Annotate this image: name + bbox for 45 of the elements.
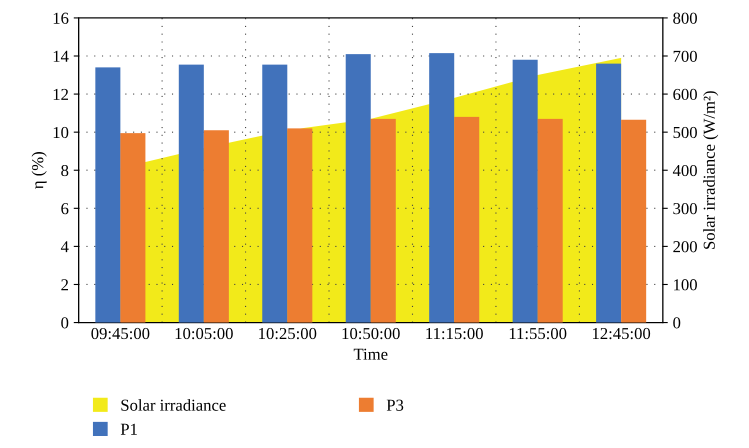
x-tick-label: 12:45:00 [592, 328, 650, 340]
y2-tick-label: 300 [673, 203, 697, 214]
bar [538, 118, 563, 323]
y2-tick-label: 800 [673, 12, 697, 24]
y-tick-label: 10 [54, 126, 68, 138]
legend-label: Solar irradiance [121, 399, 226, 411]
y-axis-title: η (%) [32, 152, 47, 189]
y-tick-label: 14 [54, 50, 69, 62]
x-tick-label: 10:25:00 [259, 328, 316, 340]
bar [262, 64, 288, 323]
y2-tick-label: 100 [674, 279, 697, 290]
x-tick-label: 11:15:00 [426, 328, 483, 340]
y2-tick-label: 400 [672, 164, 697, 176]
bar [287, 128, 312, 323]
y-tick-label: 12 [54, 88, 68, 100]
y2-tick-label: 0 [673, 317, 680, 329]
bar [120, 133, 146, 323]
y2-tick-label: 500 [674, 126, 697, 138]
y-tick-label: 2 [61, 279, 68, 290]
y-tick-label: 0 [61, 317, 68, 329]
legend-label: P1 [120, 424, 137, 435]
x-tick-label: 10:50:00 [342, 328, 400, 340]
x-tick-label: 11:55:00 [510, 328, 566, 340]
bar [429, 53, 454, 323]
y2-tick-label: 600 [673, 88, 697, 100]
bar [204, 130, 229, 323]
y-tick-label: 6 [61, 203, 68, 214]
x-tick-label: 10:05:00 [176, 328, 233, 340]
y2-axis-title: Solar irradiance (W/m²) [703, 91, 718, 249]
bar [621, 120, 646, 323]
bar [95, 67, 120, 323]
y2-tick-label: 700 [674, 50, 697, 62]
bar [454, 116, 480, 323]
y-tick-label: 16 [54, 12, 68, 24]
bar [512, 60, 538, 323]
y-tick-label: 4 [60, 241, 69, 252]
y2-tick-label: 200 [673, 241, 697, 252]
x-tick-label: 09:45:00 [91, 328, 150, 340]
bar [370, 118, 396, 323]
x-axis-title: Time [354, 348, 388, 360]
legend-label: P3 [386, 400, 404, 411]
y-tick-label: 8 [61, 164, 68, 176]
bar [346, 54, 371, 323]
bar [178, 64, 204, 323]
bar [596, 64, 622, 323]
